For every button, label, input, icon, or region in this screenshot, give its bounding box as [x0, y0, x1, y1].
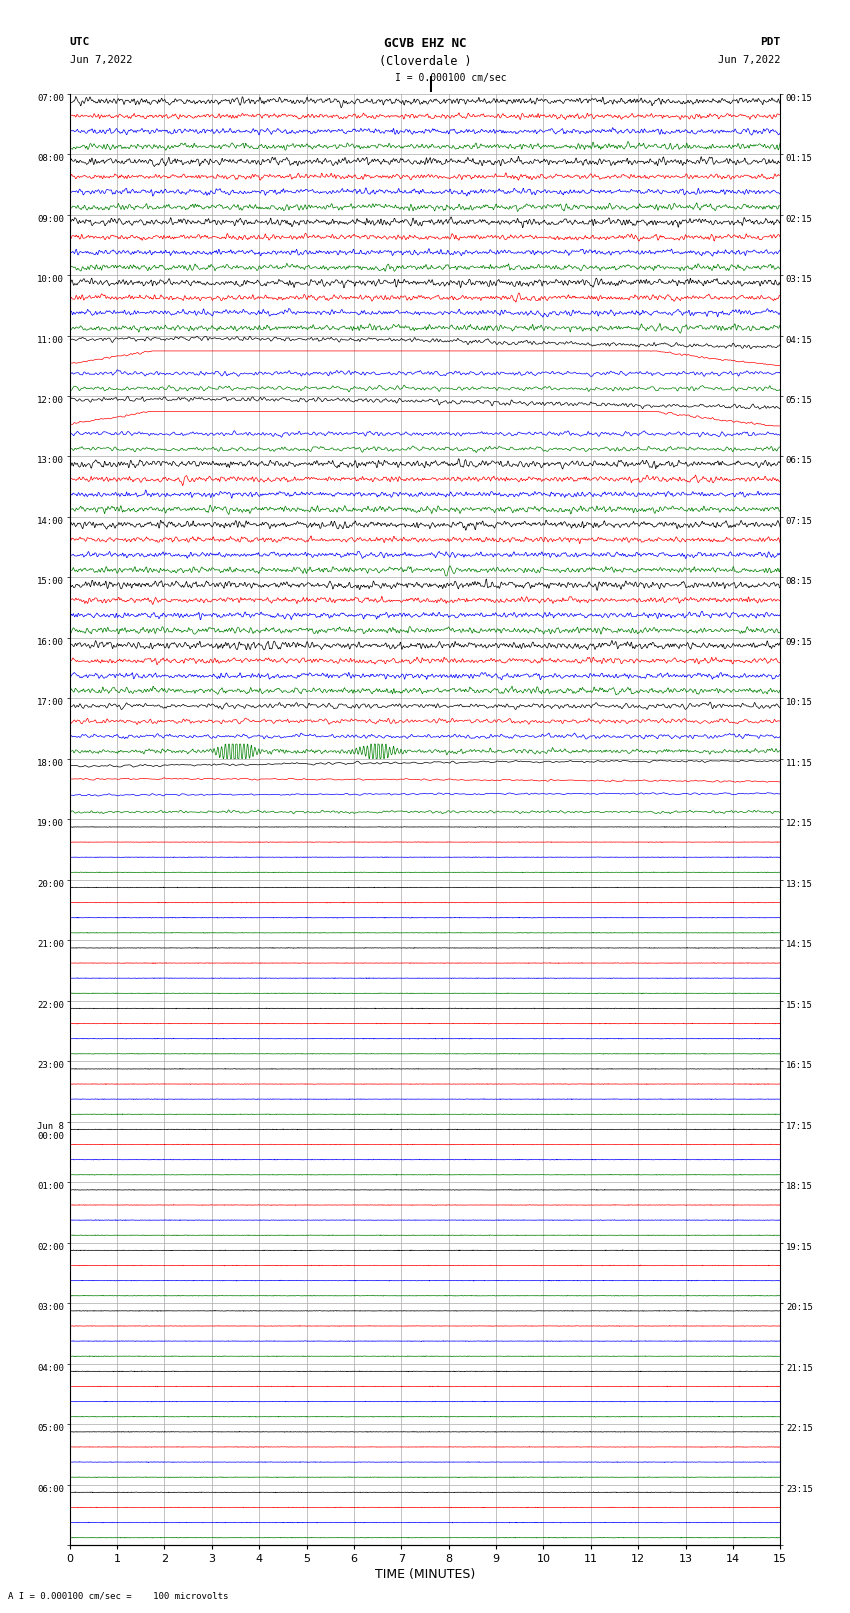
Text: I = 0.000100 cm/sec: I = 0.000100 cm/sec [394, 73, 507, 82]
Text: PDT: PDT [760, 37, 780, 47]
Text: GCVB EHZ NC: GCVB EHZ NC [383, 37, 467, 50]
X-axis label: TIME (MINUTES): TIME (MINUTES) [375, 1568, 475, 1581]
Text: UTC: UTC [70, 37, 90, 47]
Text: A I = 0.000100 cm/sec =    100 microvolts: A I = 0.000100 cm/sec = 100 microvolts [8, 1590, 229, 1600]
Text: Jun 7,2022: Jun 7,2022 [70, 55, 133, 65]
Text: (Cloverdale ): (Cloverdale ) [379, 55, 471, 68]
Text: Jun 7,2022: Jun 7,2022 [717, 55, 780, 65]
